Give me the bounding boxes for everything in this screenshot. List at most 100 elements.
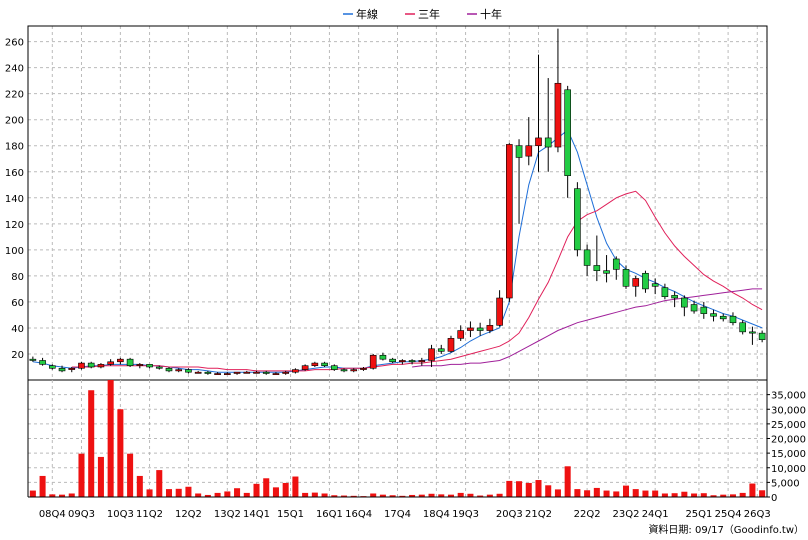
x-tick-label: 20Q3 (496, 509, 523, 520)
volume-bar (341, 495, 348, 497)
price-tick-label: 80 (11, 272, 24, 283)
volume-bar (39, 475, 46, 497)
price-axis-ticks: 20 40 60 80 100 120 140 160 180 200 220 240 260 (5, 38, 24, 361)
candle-body (301, 365, 309, 370)
price-tick-label: 140 (5, 194, 24, 205)
candle (428, 344, 435, 367)
candle (389, 357, 396, 364)
candle-body (671, 295, 678, 299)
volume-bar (389, 495, 396, 497)
candle-body (224, 373, 231, 375)
candle-body (350, 369, 358, 372)
candle (739, 320, 747, 335)
candle (729, 312, 737, 326)
candle (292, 368, 299, 374)
volume-bar (195, 493, 202, 497)
candle (719, 313, 727, 322)
candle (399, 359, 406, 365)
candle (700, 301, 708, 319)
volume-tick-label: 20,000 (771, 435, 806, 446)
candle (447, 335, 455, 353)
candle-body (564, 89, 571, 176)
candle-body (272, 373, 280, 375)
candle-body (87, 362, 95, 368)
candle-body (681, 297, 688, 308)
candle-body (428, 348, 435, 361)
candle (146, 364, 153, 369)
volume-bar (117, 409, 124, 497)
volume-bar (292, 476, 299, 497)
volume-bar (759, 490, 766, 497)
volume-tick-label: 35,000 (771, 391, 806, 402)
candle (39, 357, 46, 366)
candle-body (330, 365, 338, 370)
volume-bar (652, 490, 659, 497)
x-tick-label: 25Q1 (685, 509, 712, 520)
volume-bar (516, 481, 523, 497)
candle-body (369, 354, 377, 369)
price-tick-label: 240 (5, 64, 24, 75)
candle-body (360, 367, 367, 370)
x-tick-label: 14Q1 (243, 509, 270, 520)
volume-bar (302, 492, 309, 497)
candle-body (661, 287, 669, 298)
volume-bar (506, 480, 513, 497)
candle-body (321, 362, 328, 366)
candle-body (574, 188, 581, 251)
x-tick-label: 21Q2 (525, 509, 552, 520)
volume-bar (739, 492, 746, 497)
candle (282, 370, 289, 375)
volume-bar (477, 495, 484, 497)
candle (214, 372, 221, 375)
candle-body (379, 354, 387, 360)
candle-body (496, 297, 503, 326)
volume-bar (554, 489, 561, 497)
candle-body (418, 360, 426, 363)
candle-body (117, 358, 124, 363)
price-tick-label: 40 (11, 324, 24, 335)
candle (350, 368, 358, 373)
candle-body (175, 369, 183, 372)
price-grid (28, 26, 767, 380)
candle (710, 309, 717, 322)
candle (78, 361, 85, 370)
x-tick-label: 22Q2 (574, 509, 601, 520)
candle (535, 54, 542, 172)
volume-bar (136, 475, 143, 497)
candle-body (155, 366, 163, 369)
volume-tick-label: 30,000 (771, 405, 806, 416)
candle (340, 368, 348, 373)
candle (506, 143, 513, 302)
x-tick-label: 24Q1 (642, 509, 669, 520)
volume-bar (749, 483, 756, 497)
candle (379, 352, 387, 361)
candle (603, 255, 610, 283)
candle (418, 357, 426, 366)
candle (515, 139, 523, 224)
candle (204, 370, 212, 375)
volume-bar (642, 490, 649, 497)
volume-bar (78, 453, 85, 497)
candle-body (710, 313, 717, 317)
candle (612, 256, 620, 280)
candle-body (632, 278, 640, 287)
candle-body (253, 371, 260, 374)
volume-bar (428, 493, 435, 497)
candle-body (78, 362, 85, 369)
volume-bar (418, 494, 425, 497)
volume-bar (700, 493, 707, 497)
x-tick-label: 11Q2 (136, 509, 163, 520)
volume-bar (59, 494, 66, 497)
volume-bar (438, 494, 445, 497)
candle-body (292, 369, 299, 373)
candle (301, 364, 309, 371)
candle (632, 275, 640, 297)
candle-body (535, 137, 542, 147)
volume-tick-label: 15,000 (771, 449, 806, 460)
volume-bar (467, 493, 474, 497)
price-tick-label: 260 (5, 38, 24, 49)
candle-body (126, 358, 134, 366)
volume-bar (457, 492, 464, 497)
candle-body (39, 360, 46, 365)
